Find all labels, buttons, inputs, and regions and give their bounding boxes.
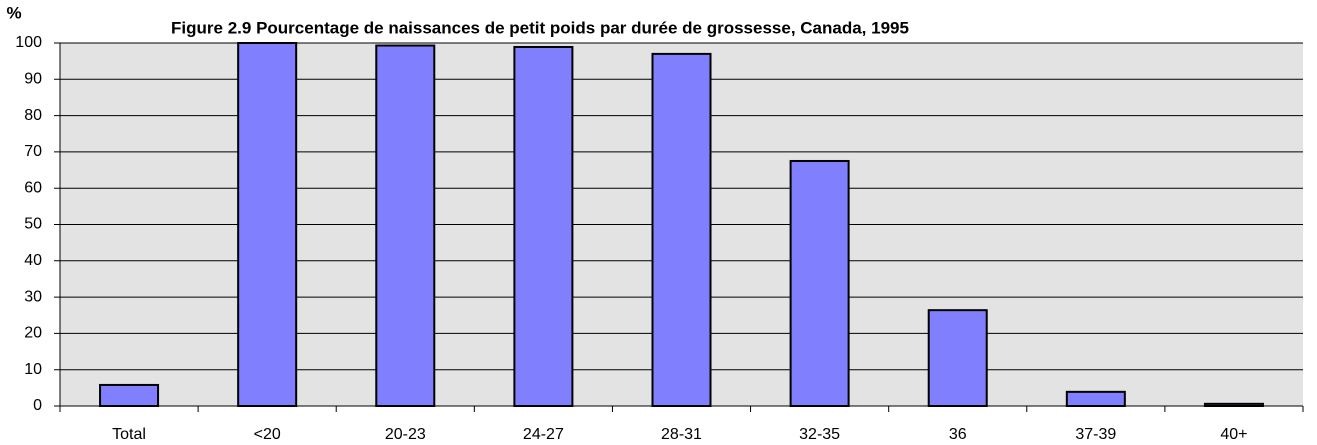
x-tick-label: 24-27 xyxy=(523,426,564,443)
y-axis-label: % xyxy=(6,3,21,22)
bar xyxy=(651,52,712,407)
y-tick-label: 40 xyxy=(24,252,42,269)
x-tick-label: <20 xyxy=(254,426,281,443)
y-tick-label: 0 xyxy=(33,397,42,414)
y-tick-label: 90 xyxy=(24,71,42,88)
y-tick-label: 80 xyxy=(24,107,42,124)
bar xyxy=(789,159,850,407)
y-tick-label: 50 xyxy=(24,216,42,233)
y-tick-label: 70 xyxy=(24,143,42,160)
x-tick-label: 28-31 xyxy=(661,426,702,443)
bar xyxy=(513,45,574,407)
y-tick-label: 30 xyxy=(24,288,42,305)
bar xyxy=(375,44,436,408)
y-tick-label: 60 xyxy=(24,179,42,196)
x-tick-label: 40+ xyxy=(1220,426,1247,443)
x-tick-label: 32-35 xyxy=(799,426,840,443)
x-tick-label: 37-39 xyxy=(1075,426,1116,443)
y-tick-label: 10 xyxy=(24,361,42,378)
x-tick-label: 20-23 xyxy=(385,426,426,443)
x-tick-label: 36 xyxy=(949,426,967,443)
bar xyxy=(1203,402,1264,407)
y-tick-label: 20 xyxy=(24,325,42,342)
bar xyxy=(1065,390,1126,407)
bar xyxy=(99,383,160,408)
chart-title: Figure 2.9 Pourcentage de naissances de … xyxy=(171,18,909,37)
y-tick-label: 100 xyxy=(15,34,42,51)
bar xyxy=(237,42,298,407)
x-tick-label: Total xyxy=(112,426,146,443)
bar xyxy=(927,309,988,407)
